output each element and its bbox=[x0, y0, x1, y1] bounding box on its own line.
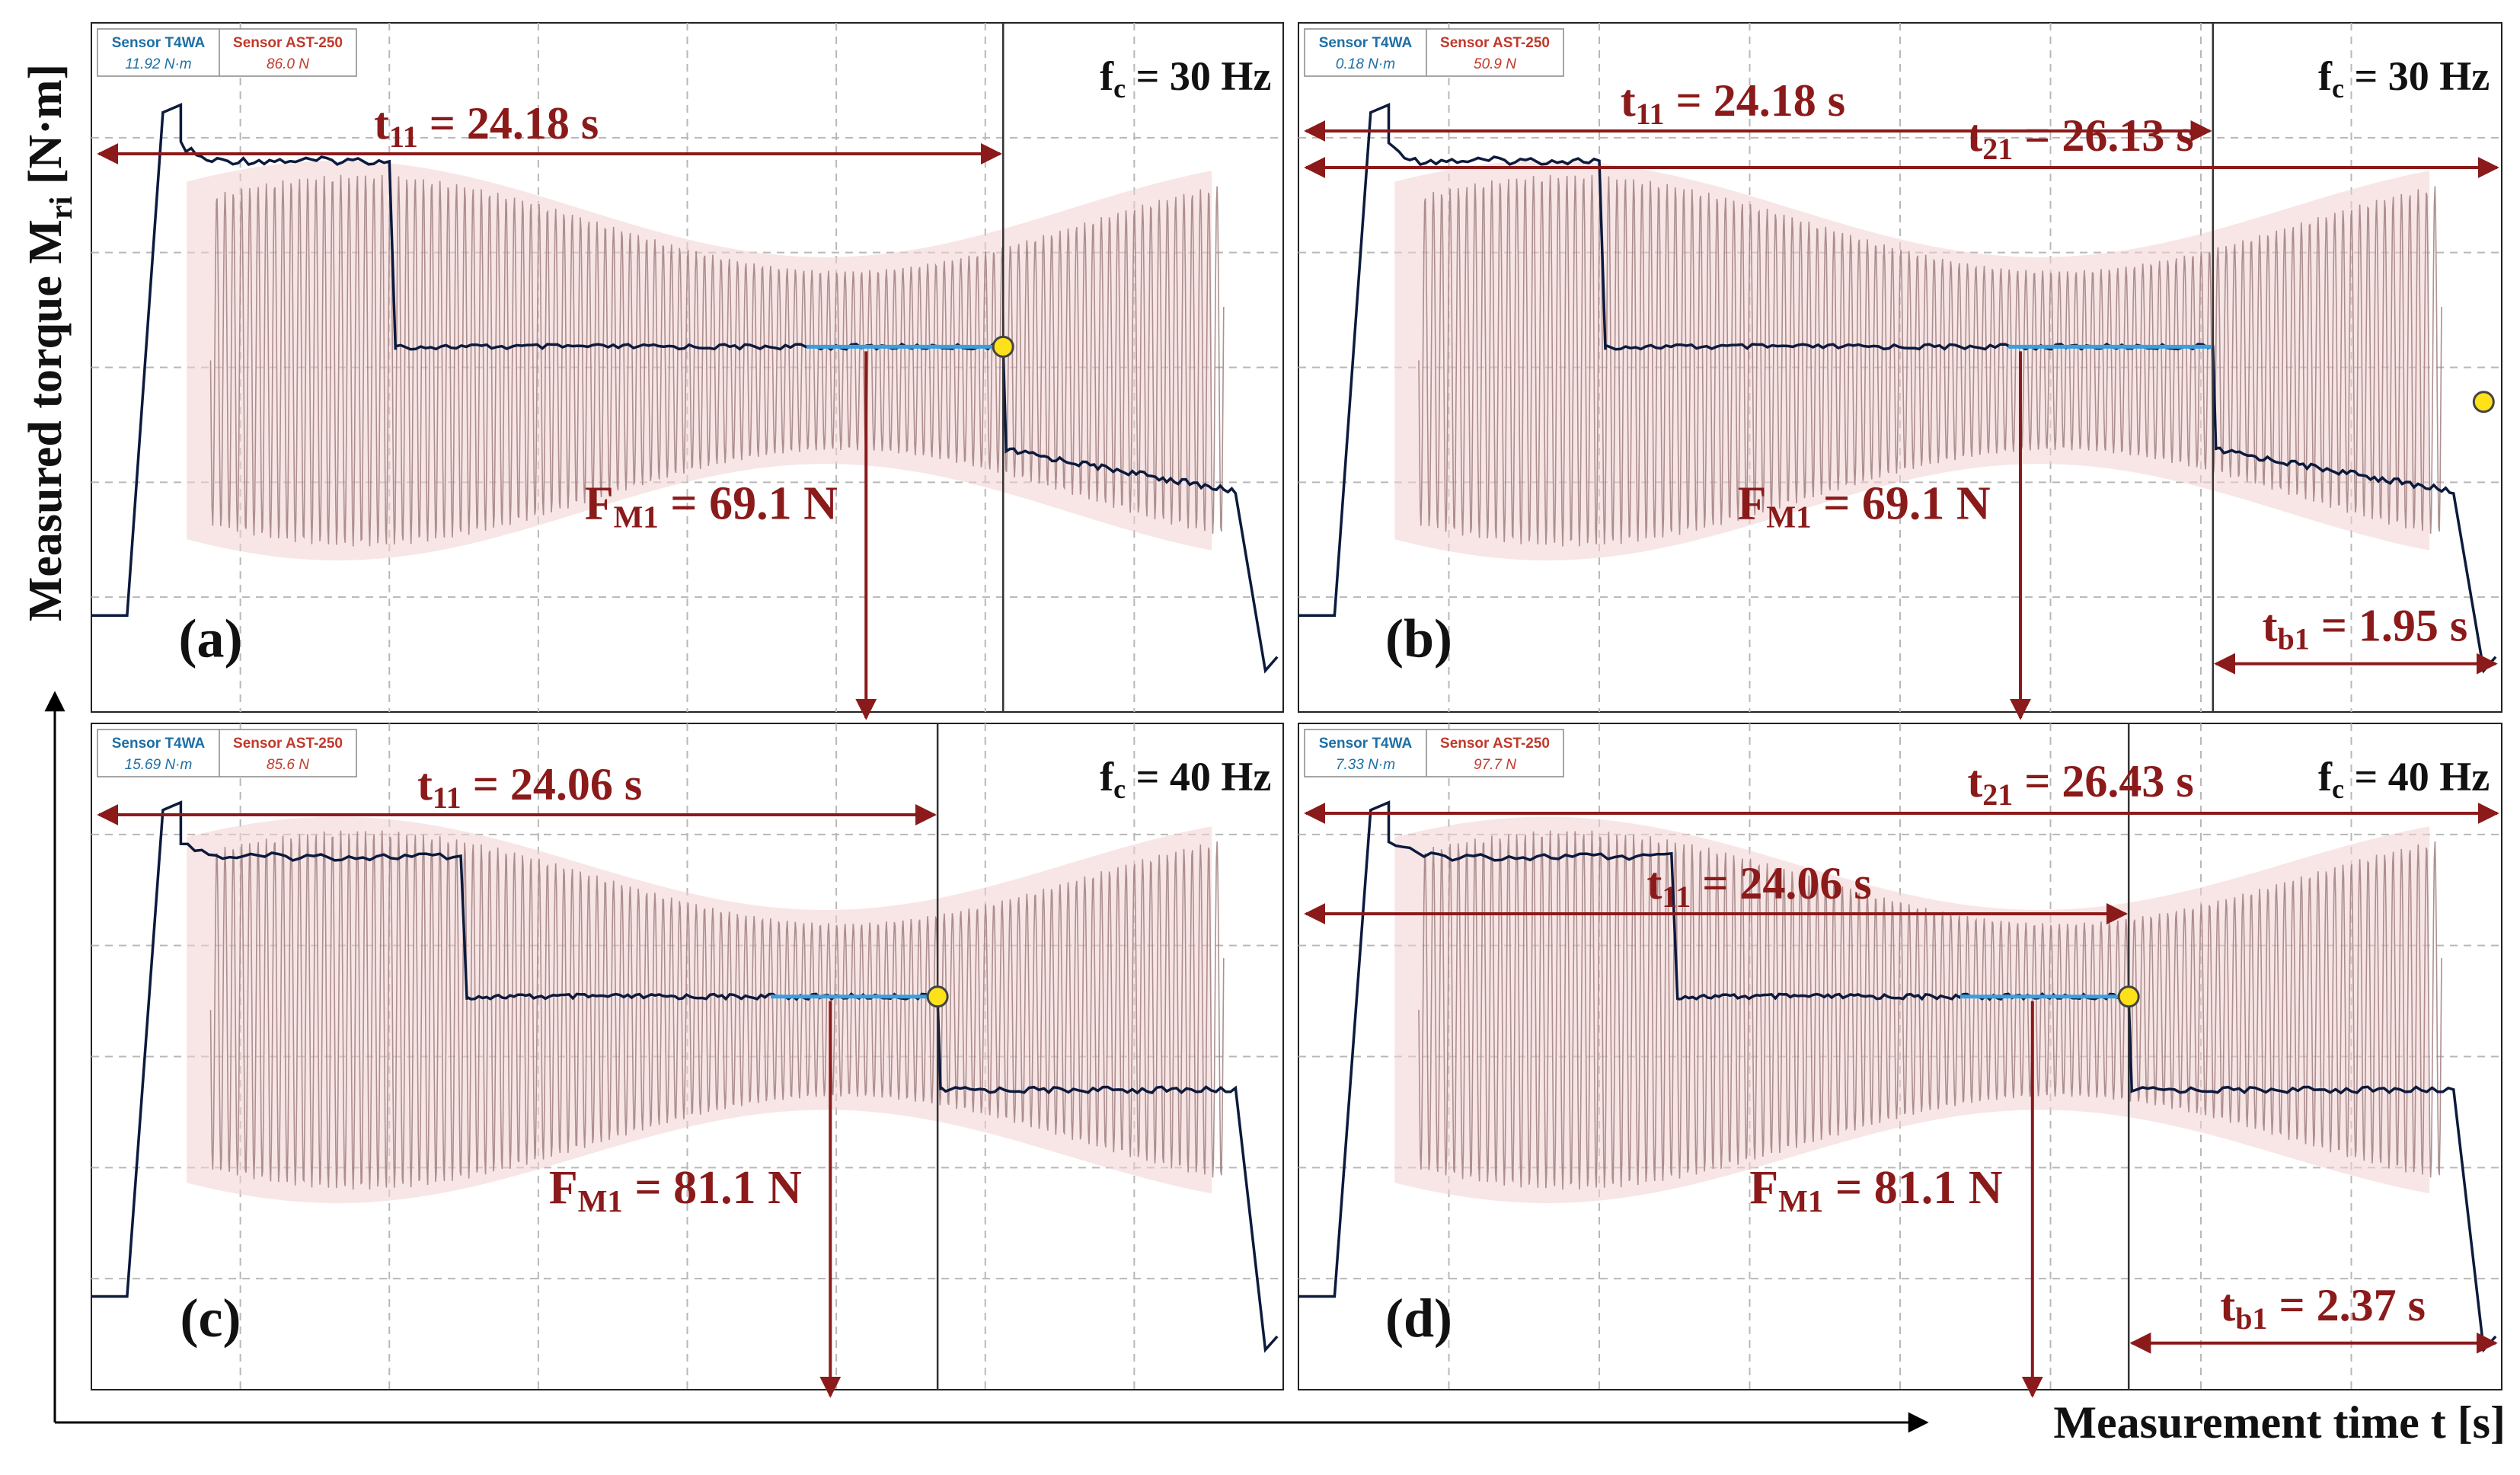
measurement-point-marker bbox=[992, 335, 1014, 358]
legend-t4wa-value: 7.33 N·m bbox=[1336, 757, 1395, 773]
t21-label: t21 = 26.13 s bbox=[1967, 110, 2194, 166]
t21-label: t21 = 26.43 s bbox=[1967, 756, 2194, 812]
measurement-point-marker bbox=[926, 985, 949, 1008]
measurement-point-marker bbox=[2117, 985, 2140, 1008]
tb1-label: tb1 = 1.95 s bbox=[2263, 601, 2468, 656]
panel-letter: (b) bbox=[1385, 608, 1452, 669]
legend-t4wa-value: 11.92 N·m bbox=[125, 56, 191, 72]
force-label: FM1 = 81.1 N bbox=[1749, 1162, 2002, 1218]
y-axis-label: Measured torque Mri [N·m] bbox=[20, 64, 79, 621]
t11-label: t11 = 24.06 s bbox=[417, 759, 642, 815]
force-label: FM1 = 81.1 N bbox=[549, 1162, 802, 1218]
panel-c: Sensor T4WA 15.69 N·m Sensor AST-250 85.6 N… bbox=[91, 723, 1284, 1398]
sensor-ast250-signal bbox=[209, 174, 1225, 547]
legend-ast-name: Sensor AST-250 bbox=[1440, 736, 1550, 752]
force-label: FM1 = 69.1 N bbox=[585, 478, 838, 535]
legend: Sensor T4WA 11.92 N·m Sensor AST-250 86.0 N bbox=[97, 28, 357, 77]
legend-ast-value: 97.7 N bbox=[1474, 757, 1516, 773]
frequency-label: fc = 40 Hz bbox=[2318, 754, 2490, 804]
t11-label: t11 = 24.18 s bbox=[1621, 75, 1845, 131]
x-axis-label: Measurement time t [s] bbox=[2053, 1397, 2506, 1448]
legend-t4wa-name: Sensor T4WA bbox=[1319, 35, 1413, 51]
frequency-label: fc = 30 Hz bbox=[1100, 53, 1271, 104]
tb1-label: tb1 = 2.37 s bbox=[2220, 1280, 2426, 1336]
legend: Sensor T4WA 7.33 N·m Sensor AST-250 97.7 N bbox=[1304, 729, 1564, 777]
frequency-label: fc = 30 Hz bbox=[2318, 53, 2490, 104]
legend-ast-value: 50.9 N bbox=[1474, 56, 1516, 72]
legend: Sensor T4WA 15.69 N·m Sensor AST-250 85.6 N bbox=[97, 729, 357, 777]
panel-a: Sensor T4WA 11.92 N·m Sensor AST-250 86.0 N… bbox=[91, 22, 1284, 720]
panel-letter: (d) bbox=[1385, 1288, 1452, 1349]
legend-ast-value: 86.0 N bbox=[267, 56, 309, 72]
legend-box bbox=[97, 729, 357, 777]
sensor-t4wa-signal bbox=[91, 800, 1279, 1353]
legend-t4wa-value: 15.69 N·m bbox=[125, 757, 193, 773]
legend: Sensor T4WA 0.18 N·m Sensor AST-250 50.9 N bbox=[1304, 28, 1564, 77]
legend-t4wa-name: Sensor T4WA bbox=[112, 35, 206, 51]
legend-box bbox=[1304, 28, 1564, 77]
legend-t4wa-name: Sensor T4WA bbox=[1319, 736, 1413, 752]
panel-d: Sensor T4WA 7.33 N·m Sensor AST-250 97.7 N f… bbox=[1298, 723, 2502, 1398]
sensor-ast250-signal bbox=[1418, 174, 2442, 547]
panel-b: Sensor T4WA 0.18 N·m Sensor AST-250 50.9 N f… bbox=[1298, 22, 2502, 720]
legend-ast-name: Sensor AST-250 bbox=[1440, 35, 1550, 51]
panel-letter: (c) bbox=[180, 1288, 241, 1349]
legend-box bbox=[1304, 729, 1564, 777]
panel-letter: (a) bbox=[179, 608, 243, 669]
legend-box bbox=[97, 28, 357, 77]
sensor-ast250-signal bbox=[209, 830, 1225, 1190]
legend-ast-name: Sensor AST-250 bbox=[233, 736, 343, 752]
measurement-point-marker bbox=[2472, 391, 2495, 413]
sensor-t4wa-signal bbox=[1298, 800, 2497, 1353]
t11-label: t11 = 24.18 s bbox=[374, 98, 599, 154]
t11-label: t11 = 24.06 s bbox=[1646, 858, 1871, 914]
legend-t4wa-name: Sensor T4WA bbox=[112, 736, 206, 752]
force-label: FM1 = 69.1 N bbox=[1738, 478, 1991, 535]
legend-t4wa-value: 0.18 N·m bbox=[1336, 56, 1395, 72]
legend-ast-value: 85.6 N bbox=[267, 757, 309, 773]
sensor-ast250-signal bbox=[1418, 830, 2442, 1190]
frequency-label: fc = 40 Hz bbox=[1100, 754, 1271, 804]
legend-ast-name: Sensor AST-250 bbox=[233, 35, 343, 51]
